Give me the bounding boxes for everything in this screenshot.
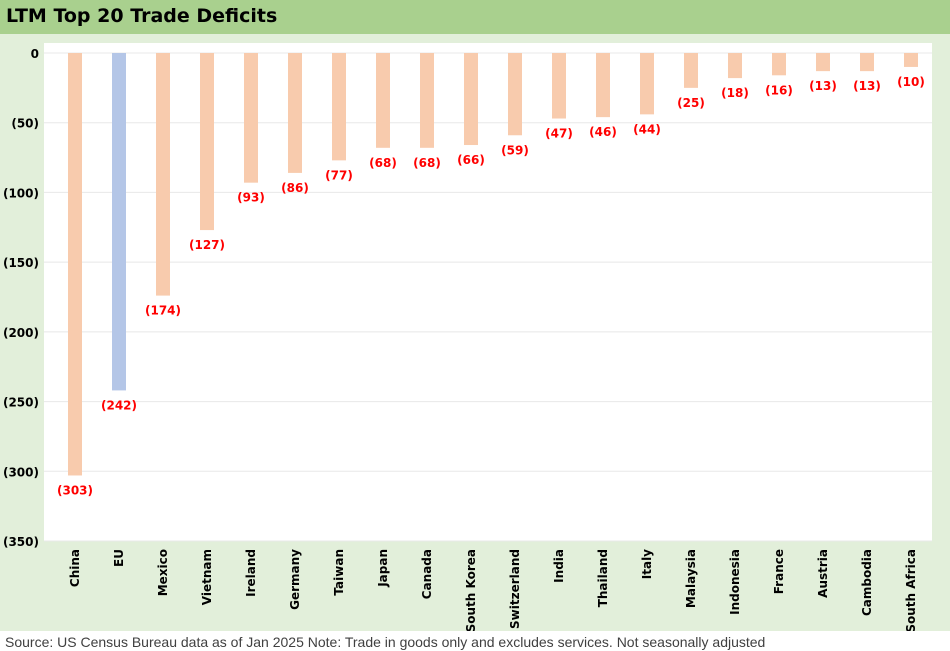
bar	[552, 53, 566, 119]
chart-title: LTM Top 20 Trade Deficits	[6, 5, 278, 27]
x-tick-label: Japan	[376, 549, 390, 588]
source-note: Source: US Census Bureau data as of Jan …	[5, 634, 766, 650]
data-label: (10)	[897, 75, 925, 89]
x-tick-label: Mexico	[156, 549, 170, 596]
bar	[288, 53, 302, 173]
y-tick-label: (50)	[11, 117, 39, 131]
x-tick-label: Austria	[816, 549, 830, 598]
bar	[244, 53, 258, 183]
data-label: (46)	[589, 125, 617, 139]
y-tick-label: (250)	[3, 396, 39, 410]
y-tick-label: (300)	[3, 465, 39, 479]
bar	[640, 53, 654, 115]
data-label: (66)	[457, 153, 485, 167]
bar	[376, 53, 390, 148]
title-bar: LTM Top 20 Trade Deficits	[0, 0, 950, 34]
x-tick-label: Indonesia	[728, 549, 742, 615]
bar	[728, 53, 742, 79]
bar	[772, 53, 786, 76]
x-tick-label: India	[552, 549, 566, 583]
data-label: (13)	[853, 79, 881, 93]
data-label: (59)	[501, 143, 529, 157]
data-label: (13)	[809, 79, 837, 93]
y-tick-label: (150)	[3, 256, 39, 270]
plot-area	[44, 43, 932, 541]
data-label: (44)	[633, 122, 661, 136]
data-label: (93)	[237, 191, 265, 205]
bar	[464, 53, 478, 146]
y-tick-label: (100)	[3, 186, 39, 200]
bar	[860, 53, 874, 72]
data-label: (68)	[413, 156, 441, 170]
chart-area: 0 (50) (100) (150) (200) (250) (300) (350) (303)…	[0, 34, 950, 631]
data-label: (86)	[281, 181, 309, 195]
x-tick-label: Thailand	[596, 549, 610, 607]
x-tick-label: Italy	[640, 549, 654, 579]
bar	[684, 53, 698, 88]
x-tick-label: Taiwan	[332, 549, 346, 596]
data-label: (25)	[677, 96, 705, 110]
data-label: (68)	[369, 156, 397, 170]
data-label: (47)	[545, 127, 573, 141]
data-label: (16)	[765, 83, 793, 97]
x-tick-label: France	[772, 549, 786, 594]
data-label: (242)	[101, 398, 137, 412]
bar	[112, 53, 126, 391]
bar	[508, 53, 522, 136]
x-tick-label: Switzerland	[508, 549, 522, 629]
x-tick-label: Canada	[420, 549, 434, 599]
data-label: (77)	[325, 168, 353, 182]
bar	[904, 53, 918, 67]
x-tick-label: Germany	[288, 549, 302, 610]
bar	[420, 53, 434, 148]
x-tick-label: Cambodia	[860, 549, 874, 616]
bar	[816, 53, 830, 72]
bar	[200, 53, 214, 231]
data-label: (174)	[145, 304, 181, 318]
x-tick-label: Malaysia	[684, 549, 698, 608]
data-label: (303)	[57, 483, 93, 497]
y-tick-label: (200)	[3, 326, 39, 340]
x-tick-label: EU	[112, 549, 126, 567]
x-tick-label: Ireland	[244, 549, 258, 597]
x-tick-label: South Korea	[464, 549, 478, 631]
x-tick-label: Vietnam	[200, 549, 214, 605]
data-label: (127)	[189, 238, 225, 252]
bar	[68, 53, 82, 476]
y-tick-label: 0	[31, 47, 39, 61]
bar	[156, 53, 170, 296]
x-tick-label: China	[68, 549, 82, 587]
y-tick-label: (350)	[3, 535, 39, 549]
data-label: (18)	[721, 86, 749, 100]
bar	[596, 53, 610, 118]
bar	[332, 53, 346, 161]
bar-chart: 0 (50) (100) (150) (200) (250) (300) (350) (303)…	[3, 47, 932, 631]
x-tick-label: South Africa	[904, 549, 918, 631]
